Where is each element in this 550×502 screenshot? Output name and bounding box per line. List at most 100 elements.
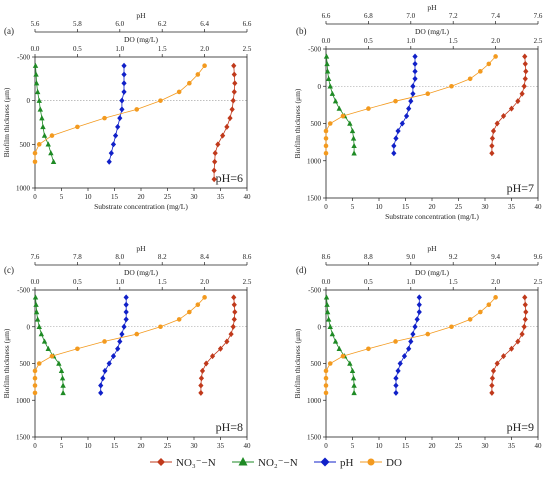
no3-point — [490, 127, 497, 134]
no2-point — [351, 142, 357, 149]
series-line — [35, 297, 64, 393]
do-point — [49, 133, 55, 138]
ph-point — [412, 323, 418, 330]
no3-point — [203, 360, 209, 367]
ph-point — [123, 316, 129, 323]
do-point — [158, 324, 163, 330]
no3-point — [489, 375, 496, 382]
no3-point — [230, 97, 236, 104]
ph-point — [121, 80, 127, 87]
no3-point — [229, 106, 235, 113]
ph-point — [412, 60, 418, 67]
do-point — [134, 107, 140, 112]
x-tick-label: 5 — [351, 203, 355, 211]
series-line — [395, 297, 420, 393]
plot-frame — [34, 289, 248, 438]
ph-point — [110, 353, 117, 360]
no2-point — [329, 331, 336, 337]
ph-point — [416, 301, 422, 308]
x-tick-label: 10 — [85, 442, 93, 450]
chart-panel-2: 0 5 10 15 20 25 30 35 40 Substrate concentration … — [293, 3, 543, 221]
do-point — [323, 368, 329, 374]
do-point — [323, 128, 329, 134]
no2-point — [33, 301, 39, 307]
ph-point — [399, 120, 405, 127]
x-tick-label: 5 — [60, 193, 64, 201]
series-line — [34, 297, 205, 393]
ph-tick-label: 8.0 — [115, 253, 124, 261]
no2-point — [332, 98, 339, 104]
do-tick-label: 2.0 — [200, 45, 209, 53]
y-tick-label: 500 — [20, 360, 31, 368]
panel-letter: (c) — [4, 265, 14, 275]
panel-annotation: pH=7 — [507, 181, 534, 195]
do-tick-label: 1.5 — [449, 37, 458, 45]
do-point — [327, 361, 333, 366]
ph-point — [393, 135, 399, 142]
do-tick-label: 1.5 — [158, 278, 167, 286]
do-point — [425, 91, 431, 96]
ph-tick-label: 7.2 — [449, 12, 458, 20]
no2-point — [33, 71, 39, 77]
ph-tick-label: 6.2 — [158, 20, 167, 28]
no3-point — [230, 323, 236, 330]
no3-point — [217, 345, 224, 352]
no3-point — [521, 83, 527, 90]
no3-point — [522, 316, 528, 323]
do-tick-label: 2.5 — [243, 45, 252, 53]
do-point — [49, 353, 55, 359]
do-tick-label: 1.0 — [406, 278, 415, 286]
do-point — [340, 353, 346, 359]
no3-point — [494, 360, 500, 367]
x-tick-label: 10 — [376, 203, 384, 211]
no3-point — [522, 60, 528, 67]
no2-point — [324, 309, 331, 315]
do-point — [340, 113, 346, 119]
no2-point — [33, 309, 40, 315]
do-tick-label: 2.5 — [534, 37, 543, 45]
no3-point — [211, 176, 217, 183]
legend-ph-label: pH — [340, 457, 354, 469]
ph-tick-label: 9.6 — [534, 253, 543, 261]
do-point — [176, 89, 182, 95]
no2-point — [59, 375, 66, 381]
ph-point — [395, 127, 401, 134]
ph-tick-label: 6.6 — [322, 12, 331, 20]
x-tick-label: 0 — [33, 442, 37, 450]
do-point — [323, 390, 329, 396]
ph-point — [410, 90, 416, 97]
x-tick-label: 15 — [402, 203, 410, 211]
no2-point — [332, 338, 339, 344]
x-tick-label: 25 — [164, 193, 172, 201]
no3-point — [224, 338, 230, 345]
do-point — [323, 375, 329, 381]
no2-point — [350, 135, 357, 141]
no3-point — [500, 113, 507, 120]
do-tick-label: 0.5 — [364, 278, 373, 286]
do-point — [493, 295, 498, 300]
y-tick-label: 500 — [20, 141, 31, 149]
legend-do-label: DO — [386, 457, 402, 469]
x-tick-label: 20 — [429, 442, 437, 450]
no2-point — [324, 68, 331, 74]
no2-point — [34, 316, 41, 322]
legend-do-marker — [367, 458, 375, 466]
no3-point — [199, 367, 206, 374]
no2-point — [323, 53, 330, 59]
ph-tick-label: 7.6 — [31, 253, 40, 261]
no3-point — [231, 71, 237, 78]
y-axis-label: Biofilm thickness (μm) — [293, 328, 302, 398]
do-point — [32, 159, 38, 165]
no3-point — [489, 150, 495, 157]
do-point — [393, 98, 398, 104]
x-axis-label: Substrate concentration (mg/L) — [385, 212, 479, 221]
no3-point — [519, 90, 525, 97]
do-point — [202, 295, 207, 300]
x-tick-label: 15 — [111, 442, 119, 450]
y-tick-label: 1500 — [16, 434, 31, 442]
ph-axis-label: pH — [427, 244, 437, 253]
ph-point — [393, 382, 399, 389]
no2-point — [34, 88, 41, 95]
